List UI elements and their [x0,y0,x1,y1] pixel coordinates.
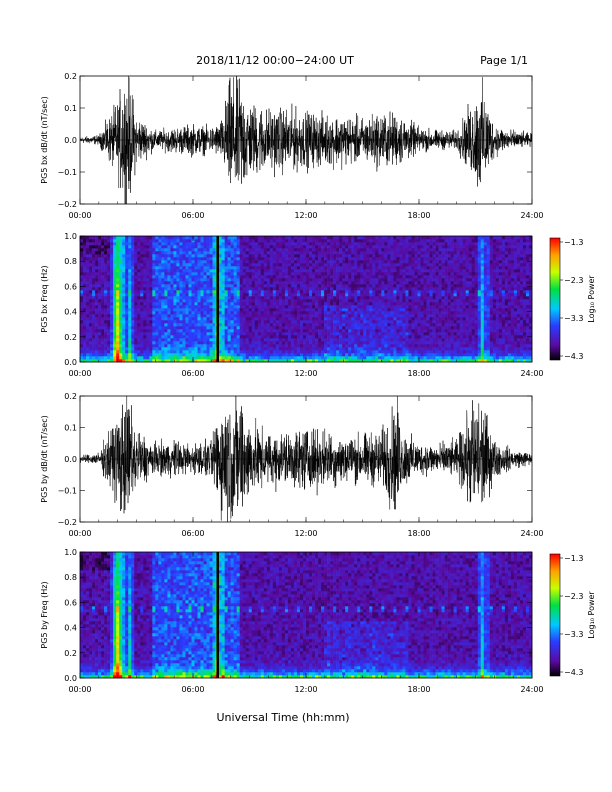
y-tick-label: −0.1 [58,487,77,496]
series-1 [80,76,532,204]
x-tick-label: 12:00 [294,211,317,220]
x-tick-label: 12:00 [294,685,317,694]
x-tick-label: 12:00 [294,529,317,538]
y-axis-label: PG5 by Freq (Hz) [40,581,49,648]
x-tick-label: 18:00 [407,211,430,220]
y-axis-label: PG5 by dB/dt (nT/sec) [40,415,49,502]
y-axis-label: PG5 bx dB/dt (nT/sec) [40,96,49,183]
y-tick-label: −0.2 [58,200,77,209]
colorbar-label: Log₁₀ Power [587,591,596,639]
x-tick-label: 24:00 [520,529,543,538]
panel-4: −1.3 −2.3 −3.3 −4.3 Log₁₀ Power 00:00 06:00 12:… [40,548,596,694]
y-tick-label: −0.1 [58,168,77,177]
y-tick-label: 0.0 [64,455,77,464]
page-title: 2018/11/12 00:00−24:00 UT [196,54,354,67]
series-3 [80,396,532,522]
x-tick-label: 00:00 [68,369,91,378]
x-tick-label: 18:00 [407,685,430,694]
x-tick-label: 18:00 [407,529,430,538]
y-tick-label: 0.0 [64,136,77,145]
colorbar-tick-label: −3.3 [564,630,583,639]
x-tick-label: 00:00 [68,685,91,694]
y-tick-label: 1.0 [64,232,77,241]
colorbar-tick-label: −2.3 [564,276,583,285]
x-tick-label: 06:00 [181,685,204,694]
y-tick-label: 0.8 [64,257,77,266]
y-tick-label: 0.1 [64,104,77,113]
x-tick-label: 06:00 [181,369,204,378]
x-tick-label: 06:00 [181,211,204,220]
x-tick-label: 12:00 [294,369,317,378]
colorbar-tick-label: −1.3 [564,238,583,247]
spectrogram-4 [80,552,533,679]
x-tick-label: 06:00 [181,529,204,538]
panel-2: −1.3 −2.3 −3.3 −4.3 Log₁₀ Power 00:00 06:00 12:… [40,232,596,378]
colorbar-tick-label: −4.3 [564,668,583,677]
y-tick-label: 0.2 [64,649,77,658]
colorbar-tick-label: −1.3 [564,554,583,563]
x-tick-label: 24:00 [520,369,543,378]
y-tick-label: 0.6 [64,282,77,291]
x-tick-label: 24:00 [520,211,543,220]
x-tick-label: 00:00 [68,211,91,220]
y-tick-label: 0.4 [64,308,77,317]
y-tick-label: 1.0 [64,548,77,557]
colorbar-label: Log₁₀ Power [587,275,596,323]
page-number: Page 1/1 [480,54,528,67]
spectrogram-2 [80,236,533,363]
colorbar-tick-label: −2.3 [564,592,583,601]
y-tick-label: 0.6 [64,598,77,607]
y-tick-label: 0.0 [64,358,77,367]
colorbar [549,237,561,361]
y-tick-label: 0.8 [64,573,77,582]
y-tick-label: 0.4 [64,624,77,633]
panel-1: 00:00 06:00 12:00 18:00 24:00 0.2 0.1 0.0 −0.1 −0… [40,72,544,220]
gap-line [216,552,219,678]
y-tick-label: 0.2 [64,333,77,342]
panels: 00:00 06:00 12:00 18:00 24:00 0.2 0.1 0.0 −0.1 −0… [40,72,596,694]
x-tick-label: 24:00 [520,685,543,694]
x-tick-label: 18:00 [407,369,430,378]
y-tick-label: 0.1 [64,424,77,433]
y-tick-label: 0.0 [64,674,77,683]
panel-3: 00:00 06:00 12:00 18:00 24:00 0.2 0.1 0.0 −0.1 −0… [40,392,544,538]
colorbar [549,553,561,677]
y-tick-label: 0.2 [64,72,77,81]
x-axis-title: Universal Time (hh:mm) [217,711,350,724]
colorbar-tick-label: −4.3 [564,352,583,361]
x-tick-label: 00:00 [68,529,91,538]
y-tick-label: −0.2 [58,518,77,527]
y-tick-label: 0.2 [64,392,77,401]
y-axis-label: PG5 bx Freq (Hz) [40,265,49,332]
colorbar-tick-label: −3.3 [564,314,583,323]
gap-line [216,236,219,362]
